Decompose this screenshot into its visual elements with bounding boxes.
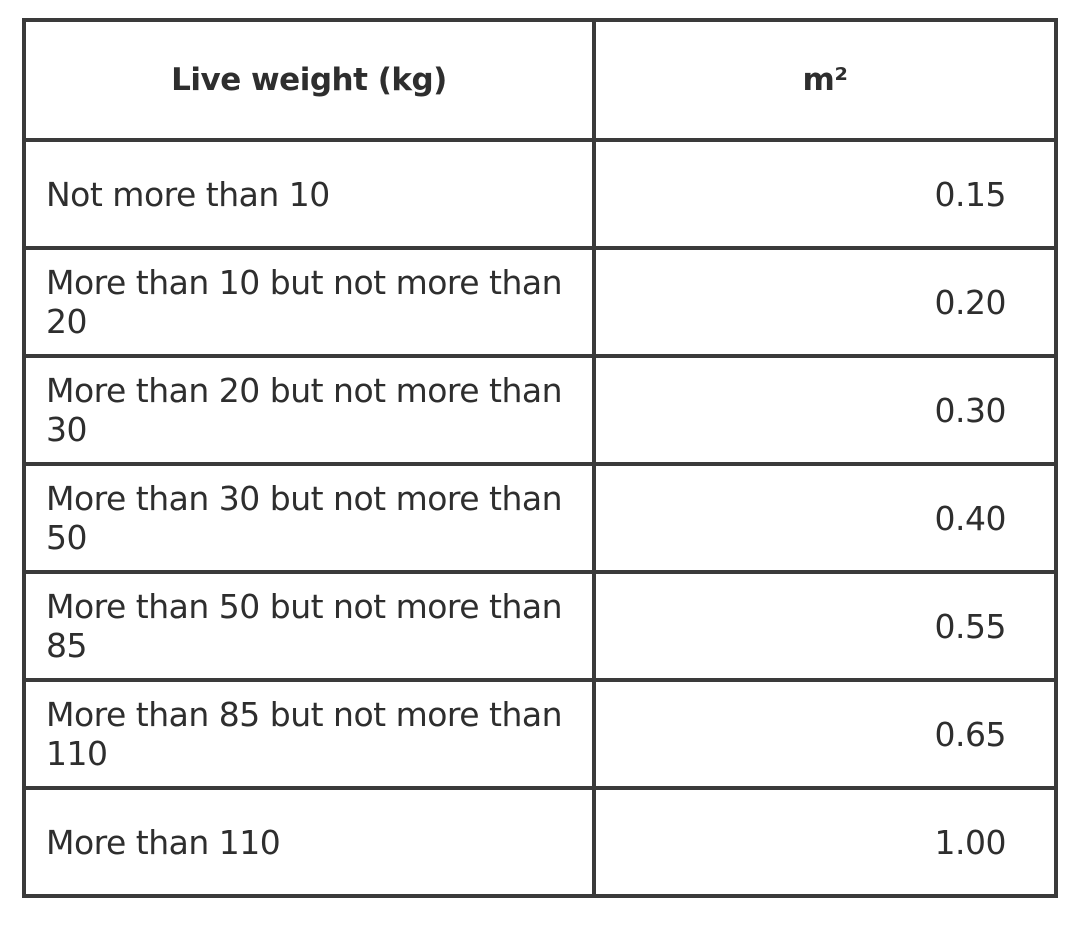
area-cell: 0.15 [592,138,1058,250]
table-body: Not more than 10 0.15 More than 10 but not… [22,138,1058,898]
header-cell: m² [592,18,1058,142]
space-table: Live weight (kg) m² Not more than 10 0.15… [22,18,1058,898]
area-cell: 1.00 [592,786,1058,898]
table-row: Not more than 10 0.15 [22,138,1058,250]
table-row: More than 20 but not more than 30 0.30 [22,354,1058,466]
weight-cell: More than 20 but not more than 30 [22,354,596,466]
table-row: More than 50 but not more than 85 0.55 [22,570,1058,682]
area-cell: 0.20 [592,246,1058,358]
weight-cell: More than 85 but not more than 110 [22,678,596,790]
header-row: Live weight (kg) m² [22,18,1058,142]
area-cell: 0.65 [592,678,1058,790]
weight-cell: More than 110 [22,786,596,898]
table-row: More than 10 but not more than 20 0.20 [22,246,1058,358]
area-cell: 0.30 [592,354,1058,466]
table-row: More than 110 1.00 [22,786,1058,898]
table-head: Live weight (kg) m² [22,18,1058,142]
area-cell: 0.55 [592,570,1058,682]
weight-cell: More than 10 but not more than 20 [22,246,596,358]
weight-cell: Not more than 10 [22,138,596,250]
header-cell: Live weight (kg) [22,18,596,142]
table-row: More than 85 but not more than 110 0.65 [22,678,1058,790]
weight-cell: More than 30 but not more than 50 [22,462,596,574]
area-cell: 0.40 [592,462,1058,574]
weight-cell: More than 50 but not more than 85 [22,570,596,682]
table-row: More than 30 but not more than 50 0.40 [22,462,1058,574]
